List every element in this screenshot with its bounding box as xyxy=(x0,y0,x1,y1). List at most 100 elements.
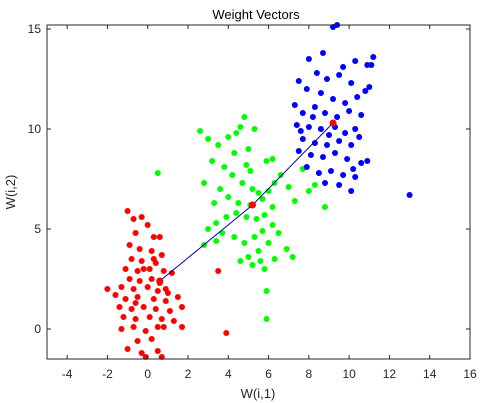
data-point-s0-28 xyxy=(104,286,111,292)
y-axis-ticks: 0 5 10 15 xyxy=(28,22,470,336)
data-point-s0-49 xyxy=(154,324,161,330)
data-point-s2-16 xyxy=(342,100,349,106)
data-point-s2-15 xyxy=(330,96,336,102)
x-tick-label: 6 xyxy=(265,367,272,381)
data-point-s1-46 xyxy=(237,258,244,264)
data-point-s1-36 xyxy=(219,230,226,236)
axes-box xyxy=(46,24,471,360)
data-point-s2-37 xyxy=(356,134,363,140)
data-point-s1-7 xyxy=(241,114,248,120)
data-point-s0-20 xyxy=(136,278,143,284)
data-point-s1-41 xyxy=(269,222,276,228)
data-point-s1-56 xyxy=(269,156,276,162)
data-point-s0-21 xyxy=(148,276,155,282)
data-point-s0-64 xyxy=(160,324,167,330)
data-point-s0-61 xyxy=(140,266,147,272)
data-point-s2-55 xyxy=(366,84,373,90)
data-point-s2-51 xyxy=(336,182,343,188)
data-point-s0-51 xyxy=(148,336,155,342)
data-point-s2-49 xyxy=(364,158,371,164)
data-point-s2-59 xyxy=(311,104,318,110)
data-point-s1-40 xyxy=(259,228,266,234)
data-point-s1-15 xyxy=(249,186,256,192)
data-point-s2-34 xyxy=(324,142,330,148)
data-point-s1-2 xyxy=(205,136,212,142)
data-point-s0-53 xyxy=(154,348,161,354)
points-layer xyxy=(104,22,413,360)
data-point-s0-23 xyxy=(118,284,125,290)
data-point-s0-30 xyxy=(122,296,129,302)
data-point-s0-33 xyxy=(162,298,169,304)
data-point-s0-57 xyxy=(215,268,222,274)
x-tick-label: 14 xyxy=(423,367,437,381)
data-point-s1-8 xyxy=(251,126,258,132)
data-point-s1-21 xyxy=(235,200,242,206)
data-point-s1-17 xyxy=(217,186,224,192)
data-point-s1-53 xyxy=(263,316,270,322)
data-point-s0-14 xyxy=(122,266,129,272)
data-point-s2-3 xyxy=(320,50,326,56)
data-point-s1-58 xyxy=(291,198,298,204)
data-point-s2-10 xyxy=(336,72,343,78)
y-tick-label: 0 xyxy=(34,322,41,336)
x-tick-label: 12 xyxy=(383,367,397,381)
data-point-s0-17 xyxy=(160,268,167,274)
data-point-s1-34 xyxy=(213,220,220,226)
data-point-s0-45 xyxy=(170,318,177,324)
data-point-s1-16 xyxy=(255,190,262,196)
x-tick-label: 10 xyxy=(342,367,356,381)
data-point-s2-8 xyxy=(313,70,320,76)
data-point-s2-43 xyxy=(358,160,365,166)
data-point-s2-6 xyxy=(370,54,377,60)
data-point-s2-58 xyxy=(350,166,357,172)
data-point-s1-27 xyxy=(285,184,292,190)
data-point-s0-38 xyxy=(152,306,159,312)
data-point-s2-42 xyxy=(344,156,351,162)
data-point-s2-11 xyxy=(348,80,355,86)
data-point-s0-37 xyxy=(140,304,147,310)
y-axis-label: W(i,2) xyxy=(3,175,18,210)
data-point-s0-10 xyxy=(158,252,165,258)
data-point-s0-15 xyxy=(134,268,141,274)
data-point-s2-40 xyxy=(320,154,326,160)
chart-title: Weight Vectors xyxy=(212,7,300,22)
data-point-s1-33 xyxy=(223,214,230,220)
data-point-s2-5 xyxy=(352,58,359,64)
x-axis-label: W(i,1) xyxy=(241,386,276,401)
data-point-s2-23 xyxy=(334,114,341,120)
data-point-s1-63 xyxy=(243,162,250,168)
data-point-s2-45 xyxy=(315,170,322,176)
data-point-s1-38 xyxy=(241,240,248,246)
data-point-s2-24 xyxy=(346,108,353,114)
data-point-s0-41 xyxy=(120,314,127,320)
data-point-s2-32 xyxy=(299,136,306,142)
data-point-s1-50 xyxy=(283,246,290,252)
data-point-s1-42 xyxy=(275,230,282,236)
data-point-s0-12 xyxy=(138,258,145,264)
data-point-s1-43 xyxy=(265,240,272,246)
y-tick-label: 10 xyxy=(28,122,42,136)
data-point-s1-13 xyxy=(229,172,236,178)
data-point-s2-35 xyxy=(336,138,343,144)
weight-vector-markers xyxy=(156,119,337,285)
data-point-s1-6 xyxy=(237,124,244,130)
data-point-s0-31 xyxy=(134,294,141,300)
data-point-s1-20 xyxy=(225,194,232,200)
data-point-s2-52 xyxy=(348,188,355,194)
data-point-s2-50 xyxy=(322,180,328,186)
data-point-s0-26 xyxy=(154,288,161,294)
data-point-s2-39 xyxy=(307,152,314,158)
data-point-s2-47 xyxy=(340,172,347,178)
data-point-s2-57 xyxy=(326,132,332,138)
data-point-s0-2 xyxy=(138,214,145,220)
data-point-s1-3 xyxy=(215,142,222,148)
data-point-s0-58 xyxy=(223,330,230,336)
data-point-s1-5 xyxy=(233,130,240,136)
data-point-s1-47 xyxy=(249,262,256,268)
data-point-s1-1 xyxy=(197,128,204,134)
weight-vector-2 xyxy=(329,119,337,127)
data-point-s1-4 xyxy=(225,134,232,140)
data-point-s1-64 xyxy=(213,238,220,244)
data-point-s1-52 xyxy=(263,288,270,294)
